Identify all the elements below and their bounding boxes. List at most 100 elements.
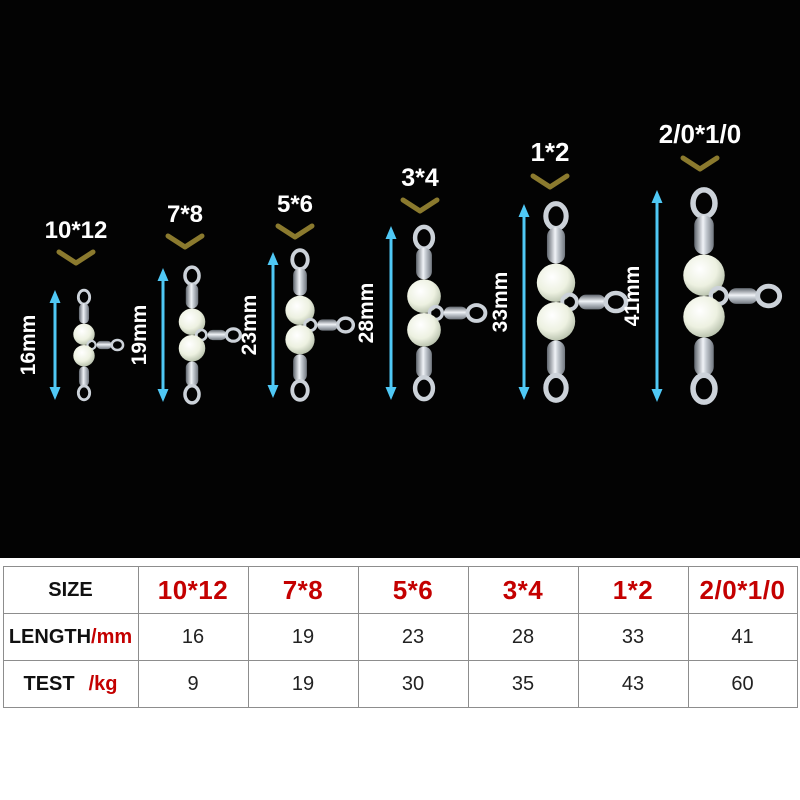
size-value-cell: 7*8 bbox=[247, 566, 359, 614]
branch-barrel bbox=[728, 288, 758, 304]
branch-end-ring-icon bbox=[755, 283, 783, 309]
arrow-head-down-icon bbox=[651, 389, 663, 402]
value-cell: 16 bbox=[137, 613, 249, 661]
product-group-6: 2/0*1/0 41mm bbox=[621, 119, 783, 405]
swivel-image bbox=[178, 265, 242, 405]
arrow-head-up-icon bbox=[157, 268, 169, 281]
branch-end-ring-icon bbox=[603, 290, 629, 314]
chevron-down-icon bbox=[400, 197, 440, 214]
bottom-barrel bbox=[78, 366, 90, 387]
luminous-bead-top bbox=[285, 295, 315, 325]
swivel-image bbox=[407, 224, 488, 402]
spec-table-panel: SIZE 10*12 7*8 5*6 3*4 1*2 2/0*1/0 LENGTH/mm 16 1… bbox=[0, 558, 800, 800]
bottom-ring-icon bbox=[690, 372, 718, 405]
size-label: 1*2 bbox=[530, 137, 569, 167]
top-barrel bbox=[694, 215, 714, 255]
luminous-bead-bottom bbox=[285, 325, 315, 355]
branch-barrel bbox=[96, 340, 112, 350]
luminous-bead-top bbox=[683, 254, 725, 296]
branch-end-ring-icon bbox=[224, 327, 242, 343]
luminous-bead-top bbox=[536, 263, 576, 302]
arrow-head-up-icon bbox=[651, 190, 663, 203]
top-barrel bbox=[546, 227, 566, 264]
arrow-head-down-icon bbox=[49, 387, 61, 400]
size-value-cell: 2/0*1/0 bbox=[687, 566, 798, 614]
length-label: 28mm bbox=[355, 283, 378, 344]
arrow-head-down-icon bbox=[267, 385, 279, 398]
branch-end-ring-icon bbox=[110, 338, 125, 352]
bottom-barrel bbox=[293, 354, 307, 382]
branch-barrel bbox=[207, 329, 227, 341]
top-ring-icon bbox=[543, 201, 569, 232]
arrow-head-up-icon bbox=[49, 290, 61, 303]
length-label: 16mm bbox=[17, 315, 40, 376]
size-label: 2/0*1/0 bbox=[659, 119, 741, 149]
luminous-bead-top bbox=[407, 279, 441, 313]
bottom-ring-icon bbox=[76, 384, 92, 402]
size-value-cell: 3*4 bbox=[467, 566, 579, 614]
size-label: 5*6 bbox=[277, 191, 313, 218]
luminous-bead-bottom bbox=[73, 345, 95, 367]
top-barrel bbox=[416, 247, 432, 280]
value-cell: 30 bbox=[357, 660, 469, 708]
swivel-image bbox=[683, 187, 783, 405]
chevron-down-icon bbox=[165, 233, 205, 250]
luminous-bead-bottom bbox=[536, 302, 576, 341]
top-ring-icon bbox=[76, 288, 92, 306]
arrow-head-up-icon bbox=[385, 226, 397, 239]
product-group-1: 10*12 16mm bbox=[17, 217, 125, 402]
size-label: 10*12 bbox=[45, 217, 108, 244]
bottom-barrel bbox=[185, 361, 199, 387]
branch-end-ring-icon bbox=[336, 316, 356, 334]
top-barrel bbox=[293, 268, 307, 296]
product-figure-panel: 10*12 16mm 7*8 19mm 5*6 23mm 3*4 28mm 1*2 33mm 2/0… bbox=[0, 0, 800, 558]
swivel-size-diagram: 10*12 16mm 7*8 19mm 5*6 23mm 3*4 28mm 1*2 33mm 2/0… bbox=[17, 119, 783, 405]
row-header-test: TEST/kg bbox=[2, 660, 139, 708]
product-group-5: 1*2 33mm bbox=[489, 137, 629, 403]
table-row-test: TEST/kg 9 19 30 35 43 60 bbox=[2, 660, 798, 708]
row-label-text: LENGTH bbox=[8, 625, 92, 648]
top-ring-icon bbox=[412, 224, 436, 251]
branch-barrel bbox=[317, 319, 338, 331]
bottom-barrel bbox=[546, 340, 566, 377]
size-label: 7*8 bbox=[167, 201, 203, 228]
size-value-cell: 5*6 bbox=[357, 566, 469, 614]
row-header-size: SIZE bbox=[2, 566, 139, 614]
arrow-head-up-icon bbox=[267, 252, 279, 265]
spec-table-body: SIZE 10*12 7*8 5*6 3*4 1*2 2/0*1/0 LENGTH/mm 16 1… bbox=[2, 566, 798, 708]
bottom-barrel bbox=[694, 337, 714, 377]
top-ring-icon bbox=[690, 187, 718, 220]
value-cell: 19 bbox=[247, 660, 359, 708]
value-cell: 35 bbox=[467, 660, 579, 708]
length-label: 41mm bbox=[621, 266, 644, 327]
product-group-2: 7*8 19mm bbox=[128, 201, 242, 405]
length-label: 23mm bbox=[238, 295, 261, 356]
top-ring-icon bbox=[183, 265, 201, 287]
luminous-bead-top bbox=[178, 308, 206, 335]
chevron-down-icon bbox=[275, 223, 315, 240]
product-group-4: 3*4 28mm bbox=[355, 164, 488, 402]
value-cell: 28 bbox=[467, 613, 579, 661]
size-label: 3*4 bbox=[401, 164, 439, 192]
value-cell: 60 bbox=[687, 660, 798, 708]
bottom-ring-icon bbox=[290, 378, 310, 402]
value-cell: 33 bbox=[577, 613, 689, 661]
arrow-head-down-icon bbox=[157, 389, 169, 402]
luminous-bead-bottom bbox=[178, 335, 206, 362]
bottom-ring-icon bbox=[412, 375, 436, 402]
branch-barrel bbox=[578, 294, 606, 310]
arrow-head-down-icon bbox=[385, 387, 397, 400]
bottom-barrel bbox=[416, 346, 432, 379]
table-row-length: LENGTH/mm 16 19 23 28 33 41 bbox=[2, 613, 798, 661]
bottom-ring-icon bbox=[183, 383, 201, 405]
table-row-size: SIZE 10*12 7*8 5*6 3*4 1*2 2/0*1/0 bbox=[2, 566, 798, 614]
arrow-head-down-icon bbox=[518, 387, 530, 400]
luminous-bead-bottom bbox=[407, 313, 441, 347]
branch-barrel bbox=[443, 306, 468, 320]
length-label: 19mm bbox=[128, 305, 151, 366]
value-cell: 9 bbox=[137, 660, 249, 708]
value-cell: 43 bbox=[577, 660, 689, 708]
chevron-down-icon bbox=[680, 155, 720, 172]
branch-end-ring-icon bbox=[465, 303, 488, 323]
top-ring-icon bbox=[290, 248, 310, 272]
